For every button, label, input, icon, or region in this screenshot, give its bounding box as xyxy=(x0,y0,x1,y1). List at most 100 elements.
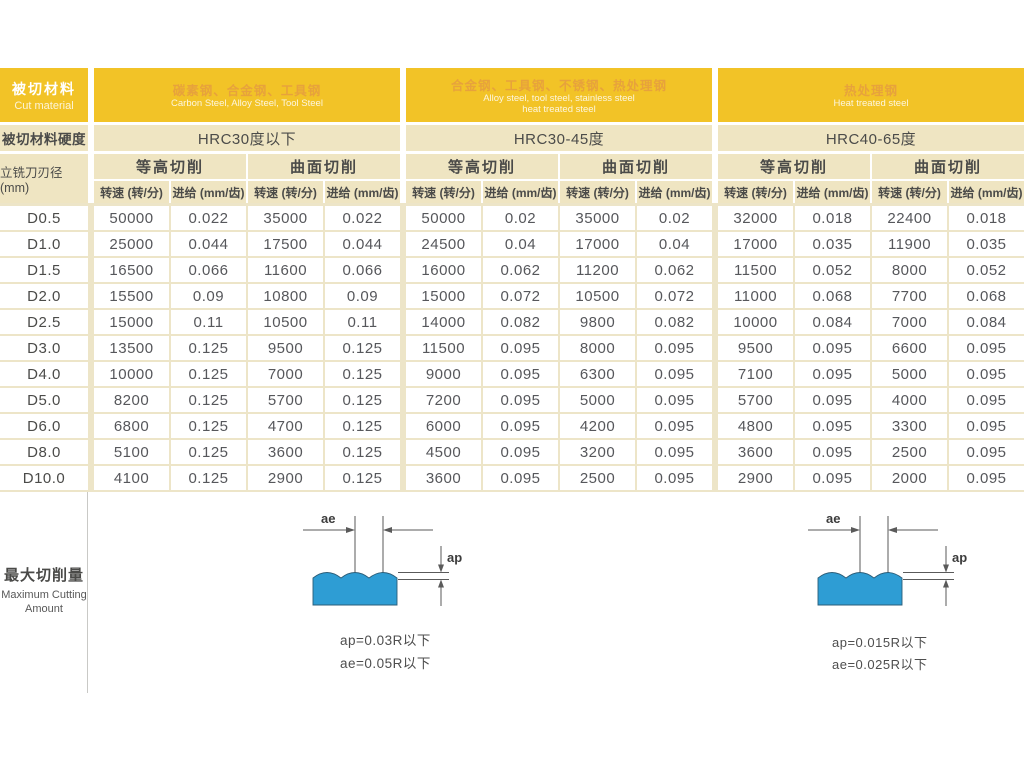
contour-cutting-label: 等高切削 xyxy=(718,154,870,179)
divider xyxy=(793,232,795,256)
divider xyxy=(323,362,325,386)
divider xyxy=(169,336,171,360)
divider xyxy=(481,466,483,490)
divider xyxy=(558,232,560,256)
divider xyxy=(169,414,171,438)
divider xyxy=(712,68,718,122)
divider xyxy=(88,206,94,230)
value-cell: 0.072 xyxy=(637,284,712,308)
column-divider-line xyxy=(87,492,88,693)
group-header-row: 被切材料 Cut material 碳素钢、合金钢、工具钢 Carbon Ste… xyxy=(0,68,1024,122)
divider xyxy=(558,310,560,334)
group-values: 16500 0.066 11600 0.066 xyxy=(94,258,400,282)
hardness-row: 被切材料硬度 HRC30度以下 HRC30-45度 HRC40-65度 xyxy=(0,125,1024,151)
diameter-cell: D4.0 xyxy=(27,365,61,383)
diameter-cell: D1.5 xyxy=(27,261,61,279)
cut-material-en: Cut material xyxy=(14,99,74,112)
divider xyxy=(169,310,171,334)
value-cell: 8200 xyxy=(94,388,169,412)
value-cell: 6600 xyxy=(872,336,947,360)
value-cell: 11900 xyxy=(872,232,947,256)
divider xyxy=(323,440,325,464)
divider xyxy=(246,181,248,203)
diameter-cell: D0.5 xyxy=(27,209,61,227)
value-cell: 0.066 xyxy=(171,258,246,282)
table-row: D0.5 50000 0.022 35000 0.022 50000 0.02 35000 0.… xyxy=(0,206,1024,232)
value-cell: 3600 xyxy=(248,440,323,464)
divider xyxy=(635,440,637,464)
divider xyxy=(400,258,406,282)
value-cell: 0.095 xyxy=(637,414,712,438)
divider xyxy=(481,232,483,256)
left-diagram-notes: ap=0.03R以下 ae=0.05R以下 xyxy=(340,630,431,676)
divider xyxy=(88,258,94,282)
divider xyxy=(635,258,637,282)
value-cell: 0.125 xyxy=(325,336,400,360)
row-divider xyxy=(0,151,1024,154)
value-cell: 0.095 xyxy=(637,336,712,360)
divider xyxy=(400,232,406,256)
value-cell: 15000 xyxy=(94,310,169,334)
group2-en1: Alloy steel, tool steel, stainless steel xyxy=(483,92,635,104)
divider xyxy=(870,388,872,412)
value-cell: 0.095 xyxy=(949,336,1024,360)
divider xyxy=(481,336,483,360)
divider xyxy=(481,181,483,203)
divider xyxy=(870,154,872,179)
cutting-parameters-table: 被切材料 Cut material 碳素钢、合金钢、工具钢 Carbon Ste… xyxy=(0,68,1024,492)
divider xyxy=(400,440,406,464)
value-cell: 10000 xyxy=(94,362,169,386)
group-values: 11500 0.095 8000 0.095 xyxy=(406,336,712,360)
diameter-cell: D2.0 xyxy=(27,287,61,305)
value-cell: 0.125 xyxy=(171,466,246,490)
divider xyxy=(635,181,637,203)
value-cell: 24500 xyxy=(406,232,481,256)
value-cell: 0.095 xyxy=(795,440,870,464)
value-cell: 0.082 xyxy=(637,310,712,334)
value-cell: 22400 xyxy=(872,206,947,230)
divider xyxy=(88,68,94,122)
subheader-group3: 等高切削 曲面切削 转速 (转/分) 进给 (mm/齿) 转速 (转/分) 进给… xyxy=(718,154,1024,203)
divider xyxy=(558,336,560,360)
value-cell: 0.095 xyxy=(637,362,712,386)
divider xyxy=(481,388,483,412)
value-cell: 0.095 xyxy=(949,414,1024,438)
group-values: 6800 0.125 4700 0.125 xyxy=(94,414,400,438)
value-cell: 10500 xyxy=(560,284,635,308)
speed-header: 转速 (转/分) xyxy=(718,181,793,203)
divider xyxy=(246,414,248,438)
value-cell: 5000 xyxy=(560,388,635,412)
divider xyxy=(558,440,560,464)
row-divider xyxy=(0,203,1024,206)
diameter-cell: D2.5 xyxy=(27,313,61,331)
value-cell: 0.062 xyxy=(483,258,558,282)
divider xyxy=(246,362,248,386)
divider xyxy=(558,258,560,282)
value-cell: 0.095 xyxy=(637,466,712,490)
hardness-group1: HRC30度以下 xyxy=(94,125,400,151)
table-row: D8.0 5100 0.125 3600 0.125 4500 0.095 3200 0.095… xyxy=(0,440,1024,466)
value-cell: 0.095 xyxy=(483,440,558,464)
group3-en: Heat treated steel xyxy=(833,98,909,110)
divider xyxy=(635,336,637,360)
value-cell: 0.095 xyxy=(483,466,558,490)
group-values: 5100 0.125 3600 0.125 xyxy=(94,440,400,464)
divider xyxy=(558,362,560,386)
hardness-group3: HRC40-65度 xyxy=(718,125,1024,151)
divider xyxy=(400,284,406,308)
group-values: 3600 0.095 2500 0.095 xyxy=(718,440,1024,464)
divider xyxy=(558,154,560,179)
value-cell: 14000 xyxy=(406,310,481,334)
divider xyxy=(406,179,712,181)
table-row: D2.5 15000 0.11 10500 0.11 14000 0.082 9800 0.08… xyxy=(0,310,1024,336)
divider xyxy=(481,310,483,334)
value-cell: 7000 xyxy=(872,310,947,334)
scallop-diagram-svg: ae ap xyxy=(808,511,967,606)
hardness-group2: HRC30-45度 xyxy=(406,125,712,151)
divider xyxy=(635,232,637,256)
divider xyxy=(481,440,483,464)
diameter-cell: D1.0 xyxy=(27,235,61,253)
divider xyxy=(947,466,949,490)
divider xyxy=(88,310,94,334)
feed-header: 进给 (mm/齿) xyxy=(795,181,870,203)
